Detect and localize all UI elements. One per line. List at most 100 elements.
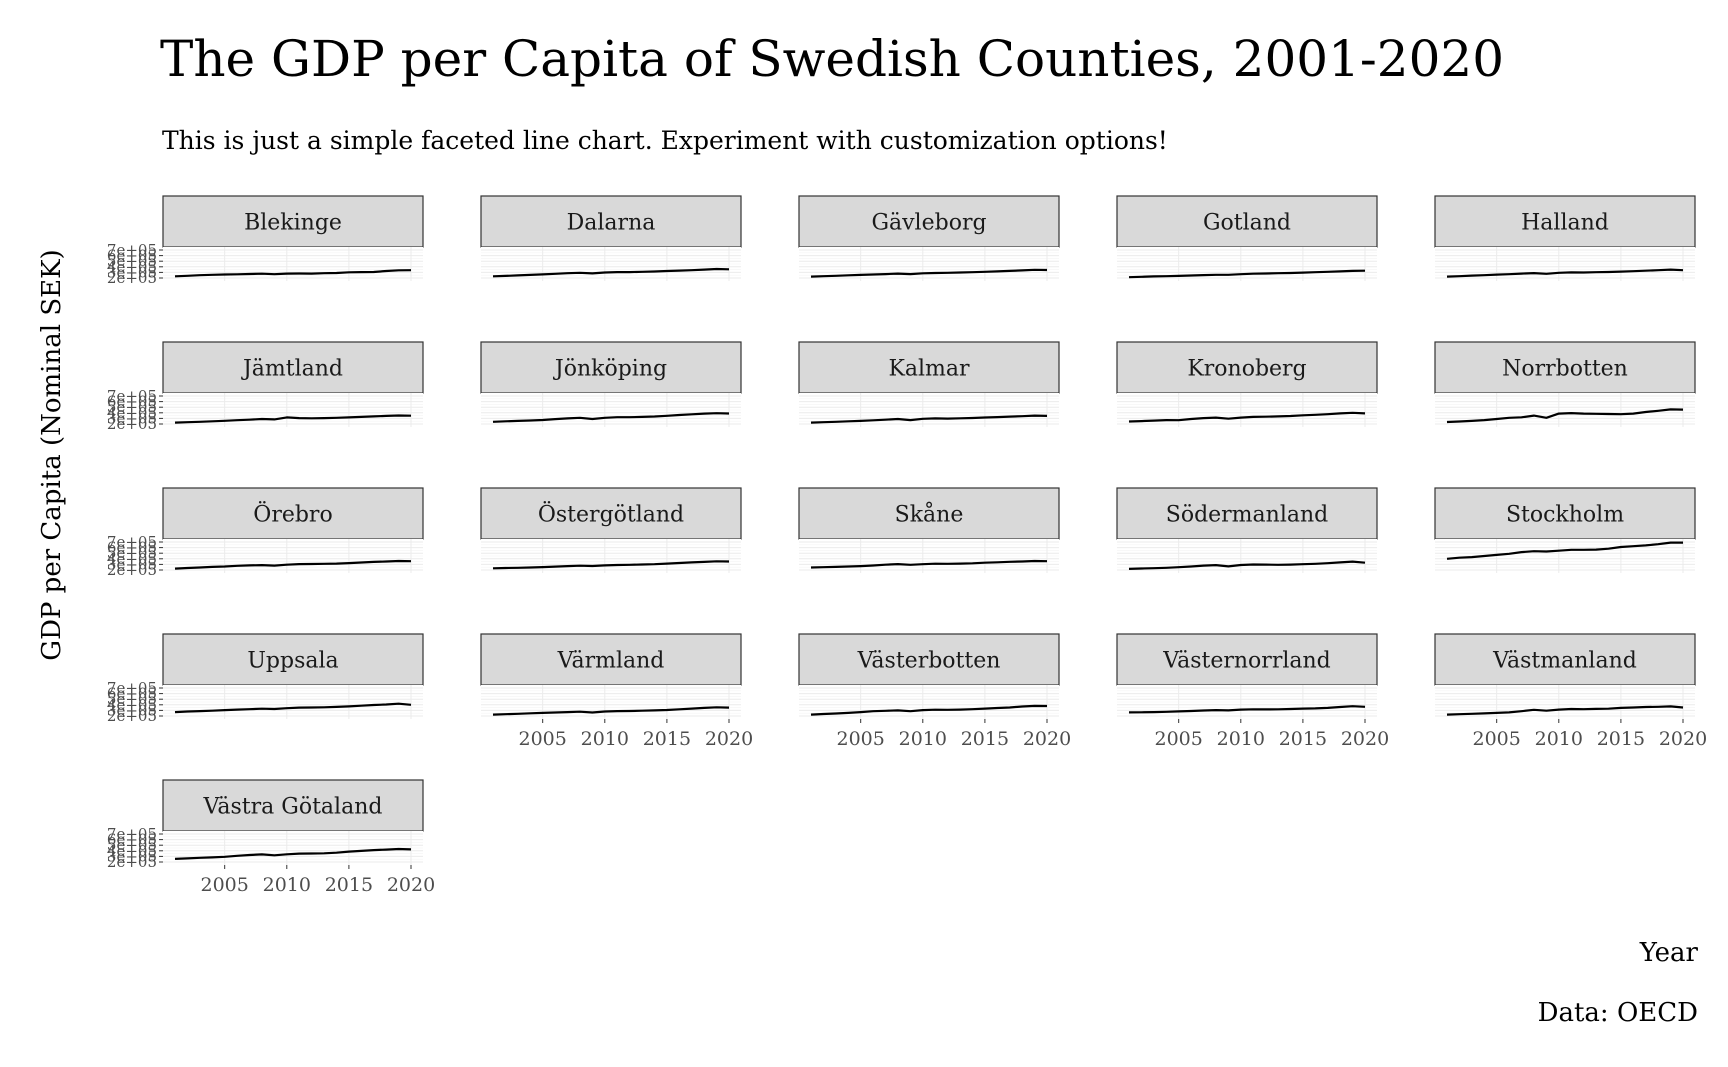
y-tick-label: 6e+05 <box>107 831 157 849</box>
facet-strip <box>798 195 1060 248</box>
y-tick-label: 7e+05 <box>107 241 157 259</box>
series-line-ostergotland <box>492 560 730 570</box>
series-line-sodermanland <box>1128 560 1366 570</box>
y-tick-label: 2e+05 <box>107 853 157 871</box>
facet-strip-label: Jönköping <box>553 357 667 382</box>
facet-strip-label: Norrbotten <box>1502 357 1628 382</box>
y-tick-label: 3e+05 <box>107 555 157 573</box>
facet-strip-label: Blekinge <box>244 211 342 236</box>
series-line-gotland <box>1128 269 1366 279</box>
facet-strip <box>1434 487 1696 540</box>
series-line-skane <box>810 559 1048 569</box>
facet-strip <box>1434 633 1696 686</box>
facet-strip-label: Stockholm <box>1506 503 1624 528</box>
series-line-gavleborg <box>810 268 1048 278</box>
facet-strip-label: Östergötland <box>538 501 684 528</box>
facet-strip-label: Skåne <box>895 501 964 528</box>
facet-varmland: Värmland 2005 2010 2015 2020 <box>480 633 753 750</box>
facet-strip <box>480 633 742 686</box>
facet-strip-label: Västernorrland <box>1162 649 1331 674</box>
y-tick-label: 7e+05 <box>107 387 157 405</box>
y-tick-label: 4e+05 <box>107 550 157 568</box>
y-tick-label: 5e+05 <box>107 544 157 562</box>
facet-strip <box>1116 487 1378 540</box>
y-tick-label: 3e+05 <box>107 847 157 865</box>
y-tick-label: 2e+05 <box>107 415 157 433</box>
series-line-vasternorrland <box>1128 705 1366 714</box>
x-tick-label: 2015 <box>643 728 691 750</box>
facet-strip <box>798 341 1060 394</box>
x-tick-label: 2010 <box>581 728 629 750</box>
y-tick-label: 6e+05 <box>107 393 157 411</box>
x-tick-label: 2010 <box>1535 728 1583 750</box>
y-tick-label: 6e+05 <box>107 539 157 557</box>
facet-strip-label: Halland <box>1521 211 1609 236</box>
x-tick-label: 2005 <box>1473 728 1521 750</box>
facet-vastmanland: Västmanland 2005 2010 2015 2020 <box>1434 633 1707 750</box>
x-tick-label: 2010 <box>899 728 947 750</box>
facet-ostergotland: Östergötland <box>480 487 742 573</box>
x-tick-label: 2005 <box>519 728 567 750</box>
facet-strip-label: Västra Götaland <box>203 795 383 820</box>
series-line-vastmanland <box>1446 705 1684 716</box>
facet-strip-label: Värmland <box>557 649 665 674</box>
facet-strip <box>1116 633 1378 686</box>
facet-sodermanland: Södermanland <box>1116 487 1378 573</box>
x-tick-label: 2005 <box>201 874 249 896</box>
y-tick-label: 4e+05 <box>107 842 157 860</box>
facet-gavleborg: Gävleborg <box>798 195 1060 281</box>
y-tick-label: 7e+05 <box>107 825 157 843</box>
facet-vastra-gotaland: Västra Götaland 2e+053e+054e+055e+056e+05… <box>107 779 435 896</box>
x-tick-label: 2005 <box>1155 728 1203 750</box>
x-tick-label: 2010 <box>263 874 311 896</box>
facet-strip <box>480 341 742 394</box>
x-axis-label: Year <box>1639 938 1698 968</box>
series-line-norrbotten <box>1446 408 1684 424</box>
y-tick-label: 7e+05 <box>107 679 157 697</box>
y-tick-label: 6e+05 <box>107 247 157 265</box>
facet-strip-label: Gävleborg <box>871 211 986 236</box>
facet-kalmar: Kalmar <box>798 341 1060 427</box>
x-tick-label: 2020 <box>387 874 435 896</box>
x-tick-label: 2020 <box>705 728 753 750</box>
y-tick-label: 4e+05 <box>107 258 157 276</box>
facet-strip <box>162 779 424 832</box>
chart-caption: Data: OECD <box>1537 998 1698 1028</box>
y-tick-label: 2e+05 <box>107 707 157 725</box>
series-line-vasterbotten <box>810 704 1048 716</box>
facet-skane: Skåne <box>798 487 1060 573</box>
facet-strip-label: Kalmar <box>888 357 970 382</box>
y-tick-label: 4e+05 <box>107 696 157 714</box>
series-line-jonkoping <box>492 412 730 423</box>
series-line-jamtland <box>174 414 412 424</box>
y-tick-label: 5e+05 <box>107 836 157 854</box>
facet-strip-label: Västerbotten <box>857 649 1001 674</box>
series-line-dalarna <box>492 267 730 278</box>
y-tick-label: 2e+05 <box>107 561 157 579</box>
y-tick-label: 6e+05 <box>107 685 157 703</box>
series-line-uppsala <box>174 702 412 714</box>
y-tick-label: 3e+05 <box>107 701 157 719</box>
facet-strip <box>162 487 424 540</box>
facet-strip <box>162 633 424 686</box>
x-tick-label: 2020 <box>1341 728 1389 750</box>
facet-strip <box>1116 341 1378 394</box>
facet-strip-label: Södermanland <box>1166 503 1329 528</box>
y-tick-label: 3e+05 <box>107 263 157 281</box>
facet-jonkoping: Jönköping <box>480 341 742 427</box>
facet-strip <box>1434 195 1696 248</box>
facet-kronoberg: Kronoberg <box>1116 341 1378 427</box>
facet-vasterbotten: Västerbotten 2005 2010 2015 2020 <box>798 633 1071 750</box>
x-tick-label: 2015 <box>1597 728 1645 750</box>
facet-halland: Halland <box>1434 195 1696 281</box>
series-line-stockholm <box>1446 541 1683 560</box>
facet-vasternorrland: Västernorrland 2005 2010 2015 2020 <box>1116 633 1389 750</box>
x-tick-label: 2010 <box>1217 728 1265 750</box>
series-line-vastra-gotaland <box>174 847 412 860</box>
facet-strip <box>1434 341 1696 394</box>
